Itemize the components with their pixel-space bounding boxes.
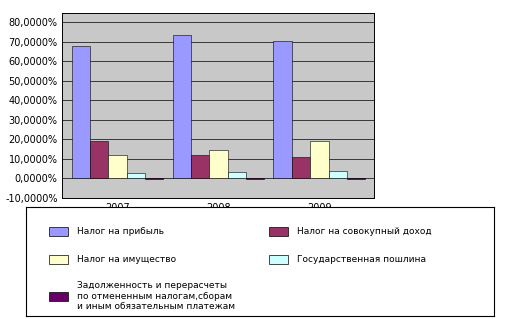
Bar bbox=[329, 172, 347, 178]
Bar bbox=[310, 141, 329, 178]
Bar bbox=[90, 141, 108, 178]
Bar bbox=[72, 46, 90, 178]
Bar bbox=[269, 227, 288, 235]
Bar bbox=[209, 150, 228, 178]
Bar bbox=[292, 157, 310, 178]
Bar bbox=[274, 41, 292, 178]
Text: Задолженность и перерасчеты
по отмененным налогам,сборам
и иным обязательным пла: Задолженность и перерасчеты по отмененны… bbox=[77, 281, 236, 311]
Bar bbox=[127, 174, 145, 178]
Text: Налог на имущество: Налог на имущество bbox=[77, 255, 177, 264]
Bar bbox=[49, 227, 68, 235]
Bar bbox=[228, 173, 246, 178]
Bar bbox=[246, 178, 264, 179]
Text: Государственная пошлина: Государственная пошлина bbox=[297, 255, 426, 264]
Bar bbox=[49, 292, 68, 300]
Bar bbox=[347, 178, 365, 179]
Text: Налог на совокупный доход: Налог на совокупный доход bbox=[297, 227, 432, 236]
Bar bbox=[49, 255, 68, 264]
Bar bbox=[269, 255, 288, 264]
Text: Налог на прибыль: Налог на прибыль bbox=[77, 227, 164, 236]
Bar bbox=[145, 178, 163, 179]
Bar bbox=[173, 35, 191, 178]
Bar bbox=[191, 155, 209, 178]
Bar bbox=[108, 155, 127, 178]
